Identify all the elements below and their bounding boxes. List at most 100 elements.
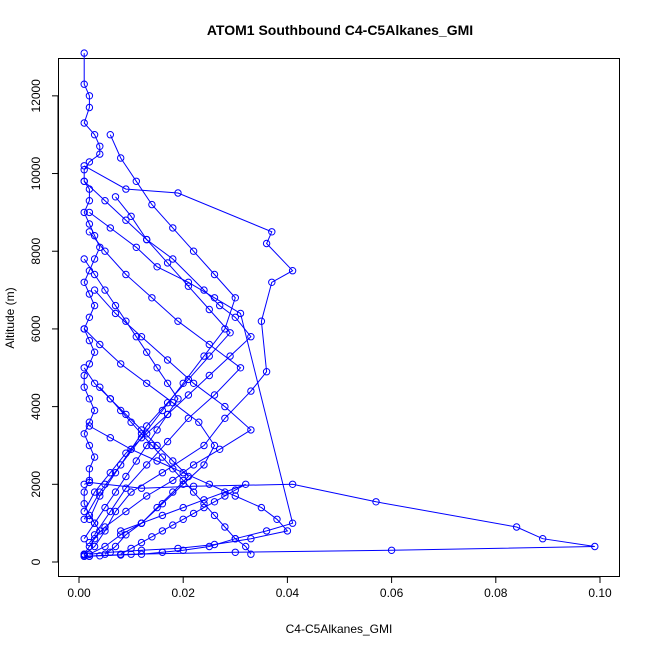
data-point	[122, 484, 130, 492]
y-tick-label: 8000	[29, 238, 43, 265]
data-point	[137, 333, 146, 341]
data-point	[247, 535, 255, 543]
data-point	[153, 457, 161, 465]
data-point	[85, 360, 94, 368]
data-point	[106, 548, 115, 556]
data-point	[117, 531, 125, 539]
data-point	[247, 387, 255, 395]
y-tick-label: 4000	[29, 393, 43, 420]
data-point	[221, 523, 229, 531]
data-point	[143, 492, 151, 500]
data-point	[231, 486, 240, 494]
data-point	[85, 511, 94, 520]
data-point	[101, 523, 109, 531]
y-tick-label: 0	[29, 558, 43, 565]
data-point	[80, 488, 88, 496]
data-point	[85, 418, 94, 426]
data-point	[111, 488, 120, 496]
data-point	[231, 535, 240, 543]
data-point	[111, 507, 120, 516]
series-line-5	[89, 289, 252, 543]
data-point	[90, 270, 99, 279]
data-point	[137, 426, 146, 434]
data-point	[184, 414, 193, 422]
data-point	[174, 317, 182, 325]
data-point	[179, 546, 187, 554]
data-point	[122, 531, 130, 539]
data-point	[179, 476, 187, 485]
data-point	[111, 542, 120, 551]
data-point	[143, 235, 151, 244]
data-point	[268, 278, 276, 286]
data-point	[90, 379, 99, 387]
data-point	[117, 461, 125, 469]
data-point	[85, 478, 94, 487]
x-tick-label: 0.04	[276, 586, 300, 600]
data-point	[132, 457, 141, 465]
data-point	[80, 162, 88, 170]
data-point	[539, 535, 547, 543]
series-line-11	[88, 196, 231, 520]
data-point	[122, 317, 130, 325]
data-point	[106, 469, 115, 477]
data-point	[148, 441, 156, 450]
data-point	[90, 488, 99, 496]
data-point	[122, 185, 130, 193]
data-point	[247, 426, 255, 434]
data-point	[257, 317, 266, 325]
data-point	[591, 542, 599, 551]
data-point	[80, 364, 88, 372]
data-point	[80, 371, 88, 380]
data-point	[268, 228, 276, 236]
data-point	[148, 294, 156, 302]
data-point	[137, 546, 146, 554]
data-point	[216, 301, 224, 310]
data-point	[221, 492, 229, 500]
data-point	[96, 142, 104, 151]
data-point	[111, 469, 120, 477]
series-line-13	[83, 258, 179, 539]
data-point	[158, 511, 167, 520]
data-point	[80, 80, 88, 88]
x-tick-label: 0.02	[172, 586, 196, 600]
data-point	[210, 294, 219, 302]
data-point	[195, 418, 203, 426]
data-point	[90, 131, 99, 139]
data-point	[236, 364, 245, 372]
data-point	[200, 496, 208, 504]
data-point	[247, 550, 255, 558]
data-point	[288, 267, 297, 275]
data-point	[101, 542, 109, 551]
data-point	[231, 294, 240, 302]
data-point	[226, 352, 234, 360]
data-point	[80, 119, 88, 127]
data-point	[169, 399, 177, 407]
data-point	[85, 465, 94, 473]
data-point	[132, 333, 141, 341]
data-point	[80, 166, 88, 174]
data-point	[163, 399, 172, 407]
data-point	[96, 488, 104, 496]
data-point	[200, 500, 208, 508]
data-point	[80, 177, 88, 186]
data-point	[85, 552, 94, 560]
data-point	[236, 309, 245, 318]
data-point	[122, 507, 130, 516]
data-point	[153, 503, 161, 512]
data-point	[262, 239, 271, 248]
data-point	[512, 523, 521, 531]
data-point	[387, 546, 396, 554]
data-point	[101, 527, 109, 535]
data-point	[80, 208, 88, 217]
data-point	[174, 544, 182, 553]
data-point	[231, 548, 240, 556]
data-point	[80, 383, 88, 391]
data-point	[257, 503, 266, 512]
data-point	[85, 208, 94, 217]
data-point	[90, 255, 99, 263]
data-point	[122, 216, 130, 224]
data-point	[137, 484, 146, 492]
data-point	[231, 313, 240, 321]
data-point	[80, 550, 88, 558]
data-point	[101, 247, 109, 255]
